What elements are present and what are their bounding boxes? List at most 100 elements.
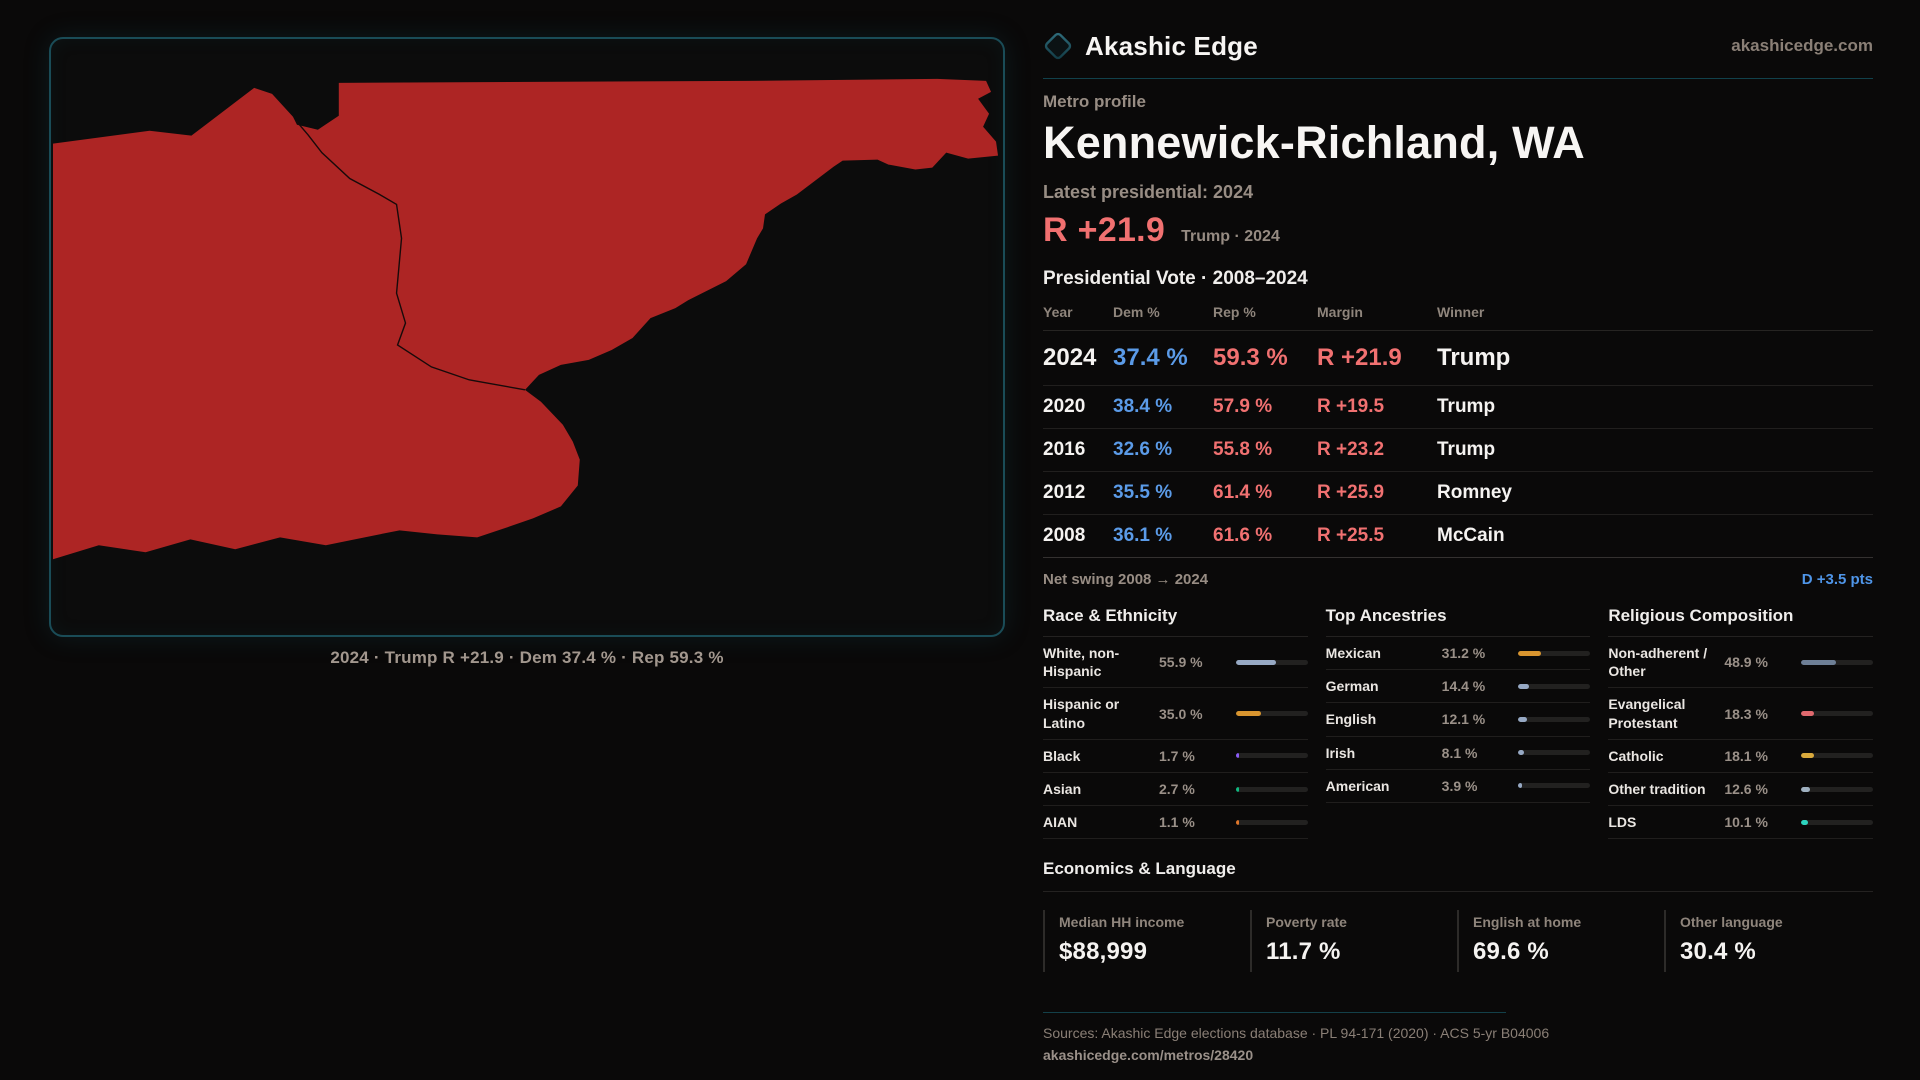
headline-margin-row: R +21.9 Trump · 2024 [1043,211,1873,250]
demo-label: German [1325,678,1379,695]
margin-cell: R +25.9 [1317,482,1385,503]
rep-pct-cell: 61.4 % [1213,482,1273,503]
demo-bar-fill [1518,650,1541,656]
demo-value: 55.9 % [1159,654,1203,671]
headline-margin-value: R +21.9 [1043,211,1166,249]
demo-bar-fill [1800,659,1837,665]
demo-bar-fill [1235,819,1240,825]
demo-bar-fill [1800,753,1815,759]
map-caption: 2024 · Trump R +21.9 · Dem 37.4 % · Rep … [330,648,724,667]
demo-row: White, non-Hispanic 55.9 % [1043,637,1308,689]
brand-site-link[interactable]: akashicedge.com [1731,36,1873,55]
demo-bar-track [1518,683,1591,689]
latest-label: Latest presidential: 2024 [1043,182,1254,202]
margin-cell: R +19.5 [1317,396,1385,417]
demographics-grid: Race & Ethnicity White, non-Hispanic 55.9… [1043,606,1873,840]
demo-value: 2.7 % [1159,781,1195,798]
footer-divider [1043,1012,1506,1014]
rep-pct-cell: 61.6 % [1213,525,1273,546]
demo-bar-fill [1518,783,1522,789]
demo-row: Irish 8.1 % [1325,737,1591,770]
metro-map-panel[interactable] [49,37,1005,637]
vote-row-2024[interactable]: 2024 37.4 % 59.3 % R +21.9 Trump [1043,331,1873,386]
stat-label: Median HH income [1059,914,1185,931]
demo-value: 14.4 % [1441,678,1486,695]
net-swing-row: Net swing 2008 → 2024 D +3.5 pts [1043,557,1873,594]
brand-header: Akashic Edge akashicedge.com [1043,28,1873,64]
stat-other-language: Other language 30.4 % [1664,910,1871,973]
demo-bar-track [1800,711,1873,717]
demo-row: Black 1.7 % [1043,740,1308,773]
permalink[interactable]: akashicedge.com/metros/28420 [1043,1047,1254,1064]
vote-row-2020[interactable]: 2020 38.4 % 57.9 % R +19.5 Trump [1043,386,1873,429]
demo-value: 48.9 % [1724,654,1768,671]
demo-label: Non-adherent / Other [1608,645,1708,680]
sources-text: Sources: Akashic Edge elections database… [1043,1025,1550,1042]
demo-label: Evangelical Protestant [1608,696,1686,731]
demo-bar-fill [1800,786,1811,792]
rep-pct-cell: 55.8 % [1213,439,1273,460]
dem-pct-cell: 35.5 % [1113,482,1173,503]
demo-bar-fill [1235,786,1240,792]
dem-pct-cell: 37.4 % [1113,344,1188,371]
demo-label: Irish [1325,744,1356,761]
stat-median-hh-income: Median HH income $88,999 [1043,910,1250,973]
vote-row-2012[interactable]: 2012 35.5 % 61.4 % R +25.9 Romney [1043,472,1873,515]
demo-row: Non-adherent / Other 48.9 % [1608,637,1873,689]
demo-bar-track [1800,786,1873,792]
demo-label: English [1325,711,1377,728]
stat-english-at-home: English at home 69.6 % [1457,910,1664,973]
year-cell: 2008 [1043,525,1086,546]
stat-value: 11.7 % [1266,938,1341,966]
demo-bar-track [1518,750,1591,756]
vote-row-2008[interactable]: 2008 36.1 % 61.6 % R +25.5 McCain [1043,515,1873,558]
stat-value: $88,999 [1059,938,1148,966]
vote-row-2016[interactable]: 2016 32.6 % 55.8 % R +23.2 Trump [1043,429,1873,472]
top-ancestries-section: Top Ancestries Mexican 31.2 % German 14.4 %… [1325,606,1591,803]
demo-row: Evangelical Protestant 18.3 % [1608,688,1873,740]
demo-label: Hispanic or Latino [1043,696,1120,731]
diamond-logo-icon [1044,32,1072,60]
demo-value: 12.1 % [1441,711,1486,728]
headline-note: Trump · 2024 [1181,228,1280,245]
stat-label: Poverty rate [1266,914,1347,931]
kicker: Metro profile [1043,92,1146,111]
demo-bar-fill [1235,659,1276,665]
demo-label: Other tradition [1608,780,1706,797]
county-boundary-line [295,120,526,391]
winner-cell: Romney [1437,482,1512,503]
vote-col-header: Rep % [1213,304,1256,320]
religious-composition-title: Religious Composition [1608,606,1873,637]
demo-bar-track [1800,753,1873,759]
stat-value: 30.4 % [1680,938,1756,966]
net-swing-value: D +3.5 pts [1801,571,1873,588]
demo-row: LDS 10.1 % [1608,806,1873,840]
dem-pct-cell: 32.6 % [1113,439,1173,460]
brand-name: Akashic Edge [1085,30,1258,61]
demo-value: 10.1 % [1724,814,1768,831]
metro-profile-card: Akashic Edge akashicedge.com Metro profi… [1043,28,1873,1063]
demo-bar-track [1235,711,1308,717]
vote-col-header: Dem % [1113,304,1160,320]
margin-cell: R +21.9 [1317,344,1402,371]
demo-row: Mexican 31.2 % [1325,637,1591,671]
demo-value: 12.6 % [1724,781,1768,798]
vote-table-header: Year Dem % Rep % Margin Winner [1043,304,1873,331]
header-divider [1043,78,1873,79]
demo-label: American [1325,777,1390,794]
page-title: Kennewick-Richland, WA [1043,117,1585,168]
demo-bar-track [1235,753,1308,759]
demo-bar-fill [1235,711,1261,717]
demo-row: German 14.4 % [1325,670,1591,704]
demo-label: LDS [1608,814,1637,831]
metro-area-shape [52,78,999,560]
demo-bar-track [1518,783,1591,789]
demo-bar-fill [1518,750,1525,756]
demo-row: Hispanic or Latino 35.0 % [1043,688,1308,740]
stat-value: 69.6 % [1473,938,1549,966]
year-cell: 2020 [1043,396,1086,417]
demo-bar-track [1800,819,1873,825]
rep-pct-cell: 57.9 % [1213,396,1273,417]
winner-cell: Trump [1437,396,1496,417]
